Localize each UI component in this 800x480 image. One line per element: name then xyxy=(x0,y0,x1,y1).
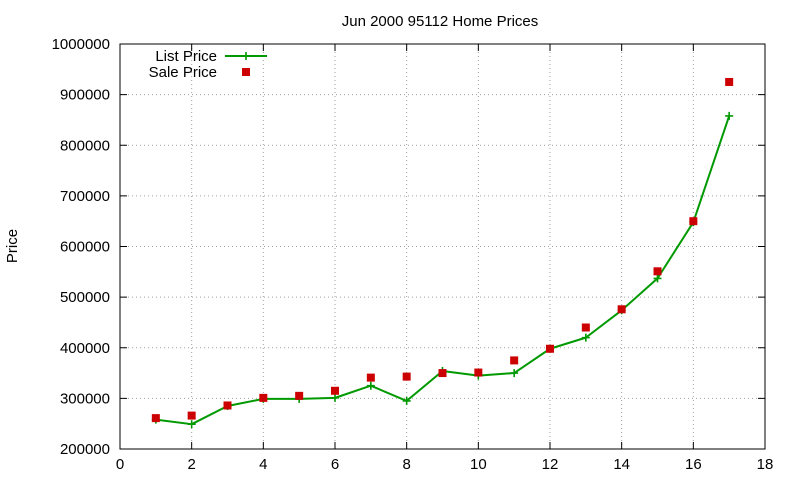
y-tick-label: 700000 xyxy=(60,188,110,205)
list-price-point xyxy=(725,111,734,120)
sale-price-point xyxy=(438,369,447,378)
sale-price-point xyxy=(689,217,698,226)
y-axis-label: Price xyxy=(4,229,21,263)
sale-price-point xyxy=(366,373,375,382)
x-tick-label: 2 xyxy=(187,456,195,473)
x-tick-labels: 0 2 4 6 8 10 12 14 16 18 xyxy=(116,456,774,473)
sale-price-point xyxy=(259,393,268,402)
x-tick-label: 8 xyxy=(402,456,410,473)
legend-plus-swatch xyxy=(242,52,250,60)
x-tick-label: 6 xyxy=(331,456,339,473)
series-marks xyxy=(151,77,734,429)
y-tick-label: 800000 xyxy=(60,137,110,154)
legend-square-swatch xyxy=(242,68,250,76)
sale-price-point xyxy=(510,356,519,365)
list-price-point xyxy=(510,369,519,378)
sale-price-point xyxy=(223,401,232,410)
legend-label: List Price xyxy=(155,48,217,65)
sale-price-point xyxy=(474,368,483,377)
sale-price-point xyxy=(546,344,554,353)
sale-price-point xyxy=(187,411,196,420)
series-list-price xyxy=(151,111,734,429)
plot-frame xyxy=(119,43,766,450)
list-price-point xyxy=(331,393,339,402)
x-tick-label: 16 xyxy=(685,456,702,473)
chart-title: Jun 2000 95112 Home Prices xyxy=(342,13,539,30)
sale-price-point xyxy=(653,267,662,276)
list-price-point xyxy=(402,396,411,405)
y-tick-label: 200000 xyxy=(60,441,110,458)
y-tick-label: 600000 xyxy=(60,239,110,256)
legend-label: Sale Price xyxy=(149,64,217,81)
sale-price-point xyxy=(725,77,734,86)
y-tick-label: 500000 xyxy=(60,289,110,306)
y-tick-label: 900000 xyxy=(60,87,110,104)
sale-price-point xyxy=(295,391,304,400)
list-price-point xyxy=(653,274,662,283)
grid-lines xyxy=(120,44,765,449)
list-price-point xyxy=(187,420,196,429)
sale-price-point xyxy=(581,323,590,332)
sale-price-point xyxy=(617,305,626,314)
x-tick-label: 10 xyxy=(470,456,487,473)
y-tick-label: 1000000 xyxy=(52,36,110,53)
x-tick-label: 14 xyxy=(613,456,630,473)
sale-price-point xyxy=(402,372,411,381)
x-tick-label: 12 xyxy=(542,456,559,473)
y-tick-label: 400000 xyxy=(60,340,110,357)
list-price-point xyxy=(366,381,375,390)
sale-price-point xyxy=(151,414,160,423)
list-price-point xyxy=(581,333,590,342)
x-tick-label: 18 xyxy=(757,456,774,473)
sale-price-point xyxy=(331,386,339,395)
series-sale-price xyxy=(151,77,734,423)
list-price-line xyxy=(155,115,731,426)
y-tick-labels: 200000 300000 400000 500000 600000 700000 8000… xyxy=(52,36,110,458)
y-tick-label: 300000 xyxy=(60,390,110,407)
x-tick-label: 0 xyxy=(116,456,124,473)
x-tick-label: 4 xyxy=(259,456,267,473)
